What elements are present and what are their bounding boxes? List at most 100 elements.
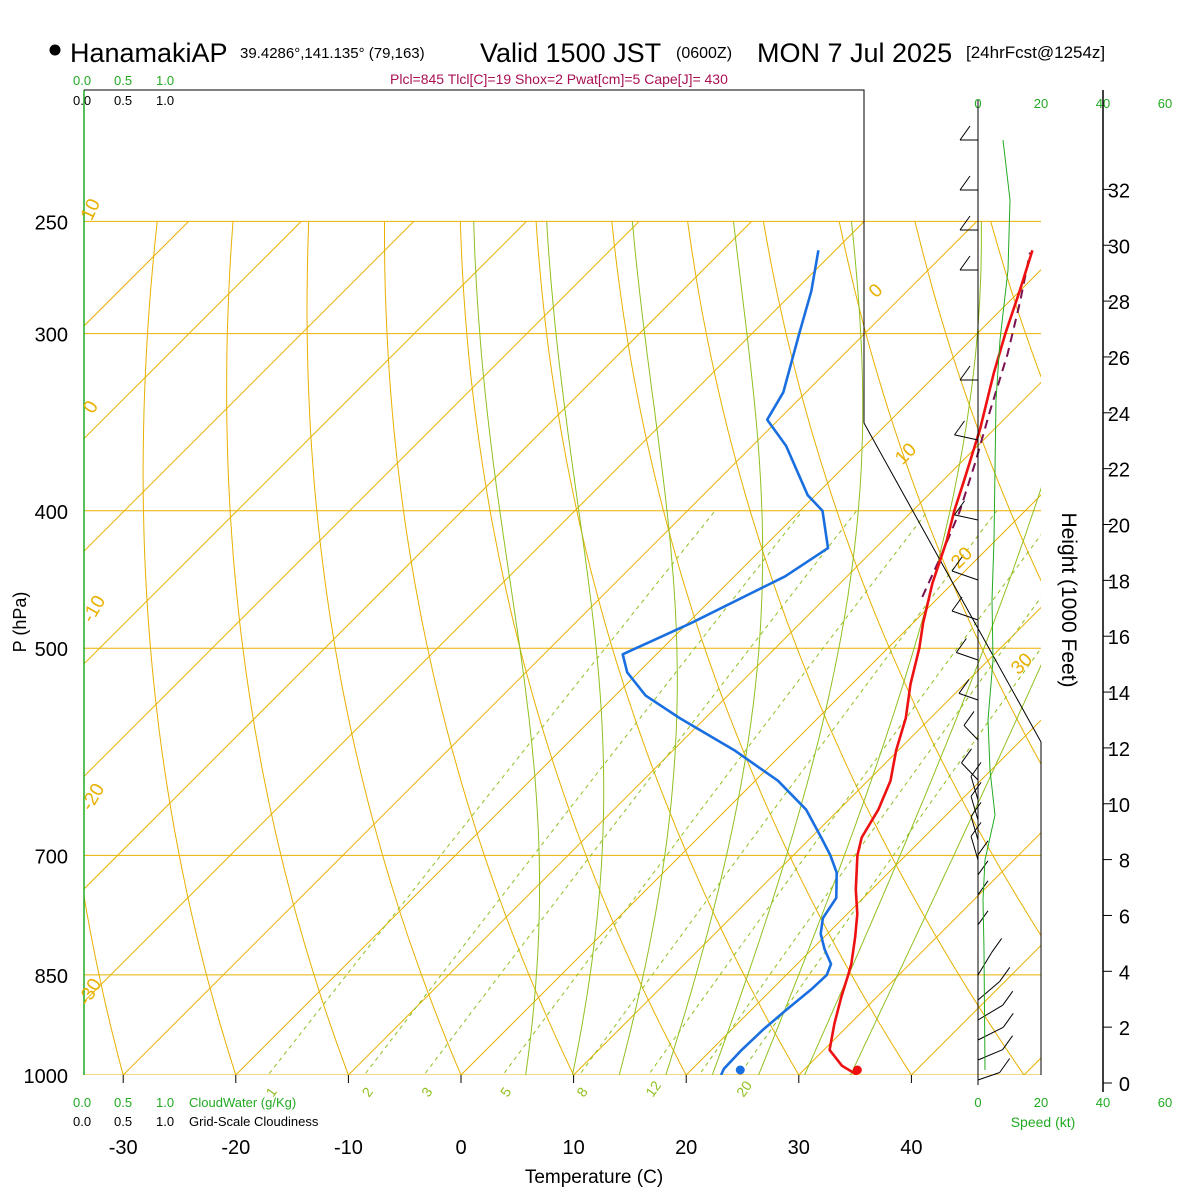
cloudiness-label: Grid-Scale Cloudiness	[189, 1114, 319, 1129]
mixing-ratio-label: 12	[642, 1078, 664, 1100]
temperature-tick-label: 20	[675, 1137, 697, 1159]
height-tick-label: 8	[1119, 851, 1130, 873]
wind-barb-shaft	[977, 1004, 1004, 1021]
height-tick-label: 22	[1108, 460, 1130, 482]
isotherm-line	[84, 221, 302, 440]
height-tick-label: 6	[1119, 906, 1130, 928]
wind-barb-flag	[959, 175, 971, 191]
temperature-profile	[828, 249, 1034, 1075]
moist-adiabat-line	[546, 221, 605, 1075]
x-axis-label: Temperature (C)	[525, 1167, 663, 1188]
wind-barb-shaft	[951, 570, 979, 581]
wind-barb-shaft	[977, 980, 1001, 1001]
dry-adiabat-line	[1142, 221, 1200, 1105]
temperature-tick-label: -10	[334, 1137, 363, 1159]
dry-adiabat-line	[1067, 221, 1200, 1105]
wind-barb-flag	[951, 596, 963, 612]
mixing-ratio-label: 3	[418, 1084, 436, 1100]
sounding-profiles	[621, 249, 1034, 1075]
dry-adiabat-label: 0	[79, 397, 102, 417]
height-tick-label: 32	[1108, 180, 1130, 202]
mixing-ratio-line	[423, 510, 857, 1075]
dry-adiabat-line	[762, 221, 1041, 937]
surface-temperature-marker	[852, 1065, 862, 1075]
speed-tick-top-1: 20	[1034, 96, 1048, 111]
cloudwater-tick-bottom-2: 1.0	[156, 1095, 174, 1110]
dry-adiabat-line	[84, 893, 124, 1075]
wind-barb-flag	[959, 255, 971, 271]
height-tick-label: 28	[1108, 292, 1130, 314]
pressure-tick-label: 300	[35, 325, 68, 347]
moist-adiabat-line	[804, 486, 1041, 1075]
temperature-tick-label: 30	[788, 1137, 810, 1159]
speed-tick-bottom-2: 40	[1096, 1095, 1110, 1110]
dry-adiabat-line	[535, 221, 800, 1075]
dry-adiabat-line	[226, 221, 349, 1075]
mixing-ratio-label: 5	[497, 1084, 515, 1100]
mixing-ratio-label: 2	[358, 1084, 376, 1100]
cloudiness-tick-top-2: 1.0	[156, 93, 174, 108]
wind-barb-flag	[991, 938, 1003, 953]
speed-tick-top-3: 60	[1158, 96, 1172, 111]
dry-adiabat-line	[142, 221, 237, 1075]
height-tick-label: 4	[1119, 962, 1130, 984]
speed-label: Speed (kt)	[1011, 1114, 1076, 1130]
mixing-ratio-line	[738, 647, 1041, 1075]
mixing-ratio-line	[578, 510, 998, 1075]
mixing-ratio-line	[267, 510, 716, 1075]
dry-adiabat-label: 30	[1007, 649, 1037, 679]
cloudiness-tick-top-1: 0.5	[114, 93, 132, 108]
speed-tick-bottom-1: 20	[1034, 1095, 1048, 1110]
moist-adiabat-line	[618, 221, 678, 1075]
cloudiness-tick-bottom-1: 0.5	[114, 1114, 132, 1129]
dry-adiabat-line	[306, 221, 462, 1075]
wind-barb-flag	[951, 556, 963, 572]
wind-barb-flag	[954, 500, 965, 516]
wind-barb-flag	[970, 822, 982, 837]
thermo-grid	[0, 220, 1200, 1105]
dry-adiabat-line	[0, 221, 17, 1105]
height-tick-label: 30	[1108, 236, 1130, 258]
wind-barbs	[951, 100, 1014, 1085]
height-axis-label: Height (1000 Feet)	[1057, 512, 1080, 687]
temperature-tick-label: 0	[455, 1137, 466, 1159]
isotherm-line	[84, 221, 415, 552]
dry-adiabat-label: 20	[947, 543, 977, 573]
dry-adiabat-label: 10	[77, 196, 105, 224]
temperature-tick-label: 10	[562, 1137, 584, 1159]
wind-speed-line	[982, 139, 1011, 1071]
wind-barb-flag	[999, 1058, 1011, 1073]
wind-barb-flag	[963, 711, 975, 726]
mixing-ratio-line	[502, 510, 929, 1075]
wind-barb-shaft	[963, 725, 979, 741]
moist-adiabat-line	[473, 221, 541, 1075]
temperature-tick-label: -20	[221, 1137, 250, 1159]
wind-barb-flag	[970, 762, 982, 777]
dry-adiabat-line	[838, 221, 1041, 765]
pressure-tick-label: 400	[35, 502, 68, 524]
plot-frame	[83, 89, 1042, 1075]
mixing-ratio-label: 8	[573, 1084, 591, 1100]
dewpoint-profile	[621, 250, 839, 1075]
valid-date: MON 7 Jul 2025	[757, 38, 952, 68]
dry-adiabat-line	[914, 221, 1041, 582]
dry-adiabat-label: 0	[865, 280, 887, 302]
dry-adiabat-label: -30	[74, 975, 106, 1009]
mixing-ratio-label: 20	[733, 1078, 755, 1100]
wind-barb-flag	[955, 638, 967, 653]
height-tick-label: 0	[1119, 1074, 1130, 1096]
cloudwater-tick-top-0: 0.0	[73, 73, 91, 88]
moist-adiabat-line	[757, 221, 982, 1075]
wind-barb-flag	[1002, 1035, 1013, 1050]
height-tick-label: 12	[1108, 739, 1130, 761]
dry-adiabat-line	[384, 221, 575, 1075]
cloudwater-tick-bottom-0: 0.0	[73, 1095, 91, 1110]
valid-time-utc: (0600Z)	[676, 45, 732, 62]
wind-barb-flag	[1002, 990, 1014, 1006]
station-bullet-icon	[49, 44, 61, 56]
height-tick-label: 20	[1108, 516, 1130, 538]
temperature-tick-label: -30	[109, 1137, 138, 1159]
dry-adiabat-label: -10	[78, 592, 110, 626]
speed-tick-bottom-0: 0	[974, 1095, 981, 1110]
